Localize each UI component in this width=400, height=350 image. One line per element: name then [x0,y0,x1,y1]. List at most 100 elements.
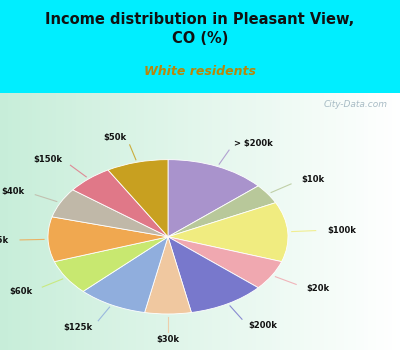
Bar [188,93,192,350]
Bar [132,93,136,350]
Bar [220,93,224,350]
Bar [388,93,392,350]
Bar [348,93,352,350]
Bar [252,93,256,350]
Bar [160,93,164,350]
Bar [144,93,148,350]
Text: $75k: $75k [0,236,8,245]
Bar [76,93,80,350]
Bar [24,93,28,350]
Bar [184,93,188,350]
Bar [324,93,328,350]
Bar [240,93,244,350]
Bar [124,93,128,350]
Bar [140,93,144,350]
Bar [248,93,252,350]
Bar [196,93,200,350]
Wedge shape [168,203,288,261]
Bar [380,93,384,350]
Bar [276,93,280,350]
Wedge shape [168,160,258,237]
Bar [368,93,372,350]
Text: Income distribution in Pleasant View,
CO (%): Income distribution in Pleasant View, CO… [45,12,355,46]
Bar [268,93,272,350]
Wedge shape [108,160,168,237]
Text: $50k: $50k [104,133,126,142]
Bar [172,93,176,350]
Bar [336,93,340,350]
Bar [260,93,264,350]
Bar [364,93,368,350]
Bar [16,93,20,350]
Wedge shape [54,237,168,292]
Bar [224,93,228,350]
Bar [36,93,40,350]
Bar [40,93,44,350]
Bar [232,93,236,350]
Wedge shape [168,237,258,313]
Bar [112,93,116,350]
Bar [128,93,132,350]
Bar [28,93,32,350]
Bar [88,93,92,350]
Bar [152,93,156,350]
Bar [100,93,104,350]
Bar [356,93,360,350]
Bar [296,93,300,350]
Bar [168,93,172,350]
Bar [108,93,112,350]
Bar [104,93,108,350]
Bar [44,93,48,350]
Bar [244,93,248,350]
Bar [136,93,140,350]
Bar [0,93,4,350]
Bar [256,93,260,350]
Bar [300,93,304,350]
Wedge shape [73,170,168,237]
Bar [320,93,324,350]
Bar [384,93,388,350]
Bar [20,93,24,350]
Bar [148,93,152,350]
Bar [56,93,60,350]
Bar [216,93,220,350]
Text: $60k: $60k [9,287,32,296]
Wedge shape [83,237,168,313]
Bar [156,93,160,350]
Bar [328,93,332,350]
Bar [180,93,184,350]
Wedge shape [144,237,192,314]
Text: $10k: $10k [301,175,324,184]
Bar [164,93,168,350]
Bar [288,93,292,350]
Bar [120,93,124,350]
Bar [8,93,12,350]
Bar [208,93,212,350]
Wedge shape [48,217,168,261]
Bar [212,93,216,350]
Bar [332,93,336,350]
Bar [64,93,68,350]
Bar [72,93,76,350]
Bar [32,93,36,350]
Text: $125k: $125k [64,323,92,332]
Bar [352,93,356,350]
Bar [264,93,268,350]
Bar [340,93,344,350]
Bar [304,93,308,350]
Bar [68,93,72,350]
Text: City-Data.com: City-Data.com [324,100,388,110]
Text: White residents: White residents [144,65,256,78]
Bar [80,93,84,350]
Bar [272,93,276,350]
Text: $40k: $40k [1,187,24,196]
Bar [396,93,400,350]
Text: $150k: $150k [34,155,62,164]
Bar [4,93,8,350]
Bar [84,93,88,350]
Bar [284,93,288,350]
Bar [236,93,240,350]
Bar [344,93,348,350]
Bar [116,93,120,350]
Text: $100k: $100k [328,226,356,234]
